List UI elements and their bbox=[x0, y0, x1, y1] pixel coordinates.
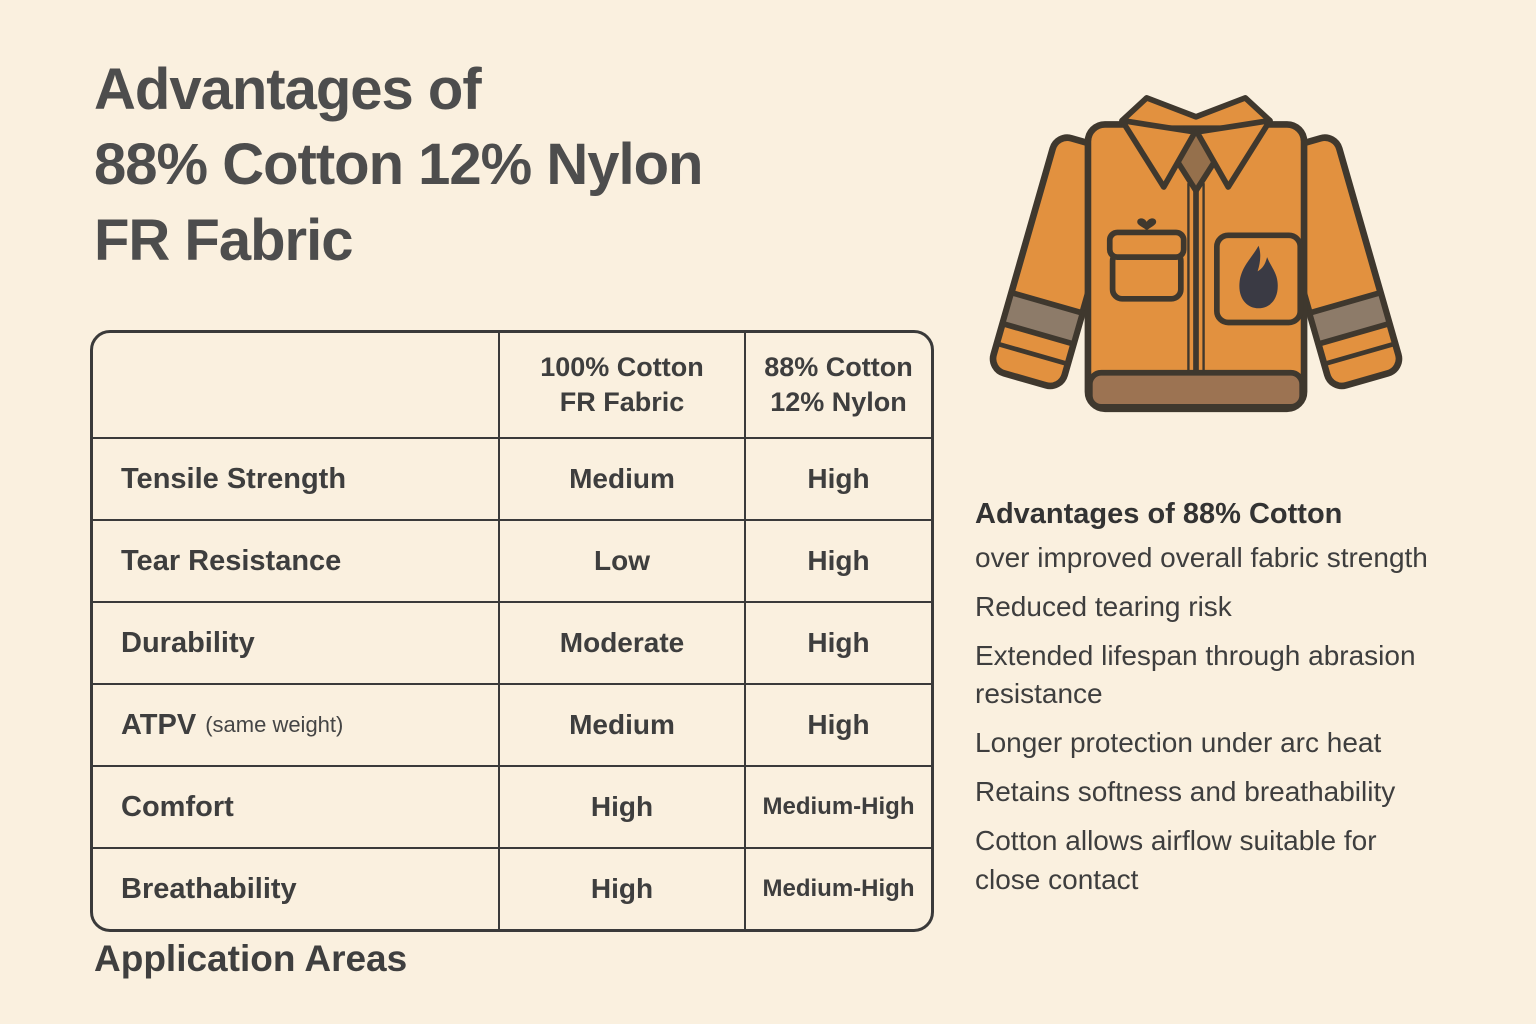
table-header-blend: 88% Cotton 12% Nylon bbox=[744, 333, 931, 437]
table-cell-cotton100: High bbox=[498, 847, 744, 929]
table-row-label: Tensile Strength bbox=[93, 437, 498, 519]
table-cell-blend: High bbox=[744, 437, 931, 519]
application-areas-heading: Application Areas bbox=[94, 938, 408, 979]
page-title-line-1: Advantages of bbox=[94, 57, 482, 122]
table-cell-blend: Medium-High bbox=[744, 765, 931, 847]
row-label-text: Tear Resistance bbox=[121, 544, 342, 577]
table-cell-blend: High bbox=[744, 519, 931, 601]
table-header-empty bbox=[93, 333, 498, 437]
fr-jacket-illustration bbox=[978, 44, 1414, 474]
advantages-block: Advantages of 88% Cotton over improved o… bbox=[975, 498, 1443, 910]
row-label-text: ATPV bbox=[121, 708, 197, 741]
advantage-item: Cotton allows airflow suitable for close… bbox=[975, 825, 1377, 895]
header-blend-line1: 88% Cotton bbox=[764, 351, 913, 382]
table-cell-cotton100: Moderate bbox=[498, 601, 744, 683]
table-cell-blend: High bbox=[744, 601, 931, 683]
row-label-note: (same weight) bbox=[205, 712, 344, 737]
header-cotton100-line2: FR Fabric bbox=[559, 387, 685, 417]
flame-icon bbox=[1214, 232, 1304, 326]
page-title: Advantages of 88% Cotton 12% Nylon FR Fa… bbox=[94, 52, 703, 278]
pocket-with-heart bbox=[1106, 218, 1187, 302]
advantage-item: Retains softness and breathability bbox=[975, 776, 1396, 808]
table-cell-cotton100: Medium bbox=[498, 683, 744, 765]
row-label-text: Comfort bbox=[121, 790, 234, 823]
advantage-item: over improved overall fabric strength bbox=[975, 542, 1428, 573]
table-row-label: ATPV (same weight) bbox=[93, 683, 498, 765]
page-title-line-2: 88% Cotton 12% Nylon bbox=[94, 132, 703, 198]
page-title-line-3: FR Fabric bbox=[94, 207, 354, 273]
jacket-svg bbox=[989, 95, 1403, 413]
table-header-cotton100: 100% Cotton FR Fabric bbox=[498, 333, 744, 437]
fabric-comparison-table: 100% Cotton FR Fabric 88% Cotton 12% Nyl… bbox=[90, 330, 934, 932]
table-row-label: Durability bbox=[93, 601, 498, 683]
table-cell-cotton100: Low bbox=[498, 519, 744, 601]
advantages-heading: Advantages of 88% Cotton bbox=[975, 498, 1343, 530]
row-label-text: Breathability bbox=[121, 872, 297, 905]
advantage-item: Longer protection under arc heat bbox=[975, 727, 1382, 759]
table-row-label: Breathability bbox=[93, 847, 498, 929]
advantage-item: Reduced tearing risk bbox=[975, 591, 1232, 623]
table-cell-cotton100: Medium bbox=[498, 437, 744, 519]
table-row-label: Comfort bbox=[93, 765, 498, 847]
row-label-text: Tensile Strength bbox=[121, 462, 347, 495]
header-cotton100-line1: 100% Cotton bbox=[540, 351, 704, 382]
header-blend-line2: 12% Nylon bbox=[770, 387, 907, 417]
table-cell-cotton100: High bbox=[498, 765, 744, 847]
table-cell-blend: Medium-High bbox=[744, 847, 931, 929]
table-row-label: Tear Resistance bbox=[93, 519, 498, 601]
advantage-item: Extended lifespan through abrasion resis… bbox=[975, 640, 1416, 710]
table-cell-blend: High bbox=[744, 683, 931, 765]
row-label-text: Durability bbox=[121, 626, 255, 659]
